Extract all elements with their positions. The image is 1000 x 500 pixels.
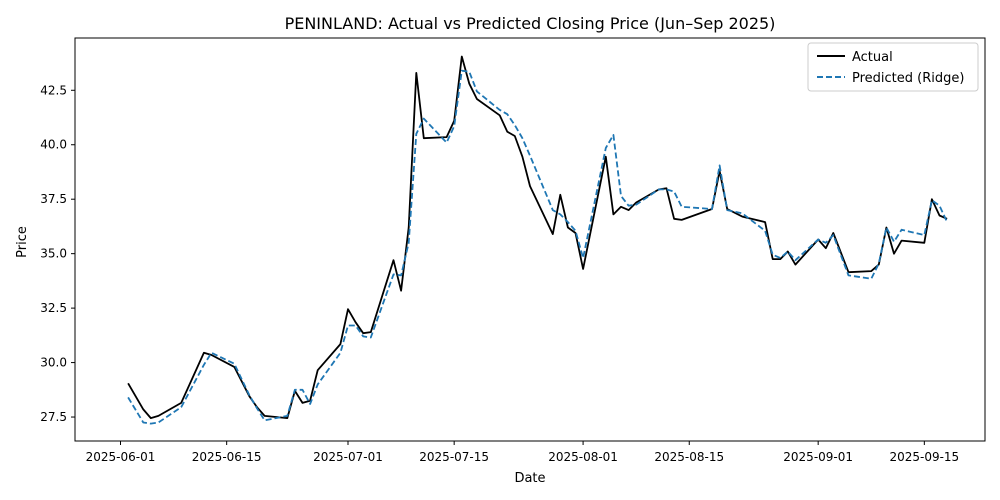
x-axis-label: Date xyxy=(514,471,545,486)
y-tick-label: 37.5 xyxy=(40,192,67,206)
chart-title: PENINLAND: Actual vs Predicted Closing P… xyxy=(285,14,776,33)
y-tick-label: 42.5 xyxy=(40,83,67,97)
plot-area xyxy=(127,55,948,425)
y-tick-label: 35.0 xyxy=(40,247,67,261)
x-tick-label: 2025-07-01 xyxy=(313,450,383,464)
legend-predicted-label: Predicted (Ridge) xyxy=(852,71,964,86)
actual-series-line xyxy=(127,55,948,420)
y-axis-label: Price xyxy=(15,226,30,258)
x-tick-label: 2025-06-01 xyxy=(86,450,156,464)
x-tick-label: 2025-09-01 xyxy=(783,450,853,464)
y-tick-label: 40.0 xyxy=(40,138,67,152)
x-tick-label: 2025-06-15 xyxy=(192,450,262,464)
predicted-series-line xyxy=(127,69,948,425)
y-tick-label: 27.5 xyxy=(40,410,67,424)
y-tick-label: 30.0 xyxy=(40,356,67,370)
legend-actual-label: Actual xyxy=(852,50,893,65)
x-tick-label: 2025-09-15 xyxy=(889,450,959,464)
legend: Actual Predicted (Ridge) xyxy=(807,42,979,92)
x-tick-label: 2025-07-15 xyxy=(419,450,489,464)
legend-box xyxy=(807,42,979,92)
y-tick-label: 32.5 xyxy=(40,301,67,315)
x-tick-label: 2025-08-15 xyxy=(654,450,724,464)
x-tick-label: 2025-08-01 xyxy=(548,450,618,464)
plot-frame xyxy=(74,37,986,442)
